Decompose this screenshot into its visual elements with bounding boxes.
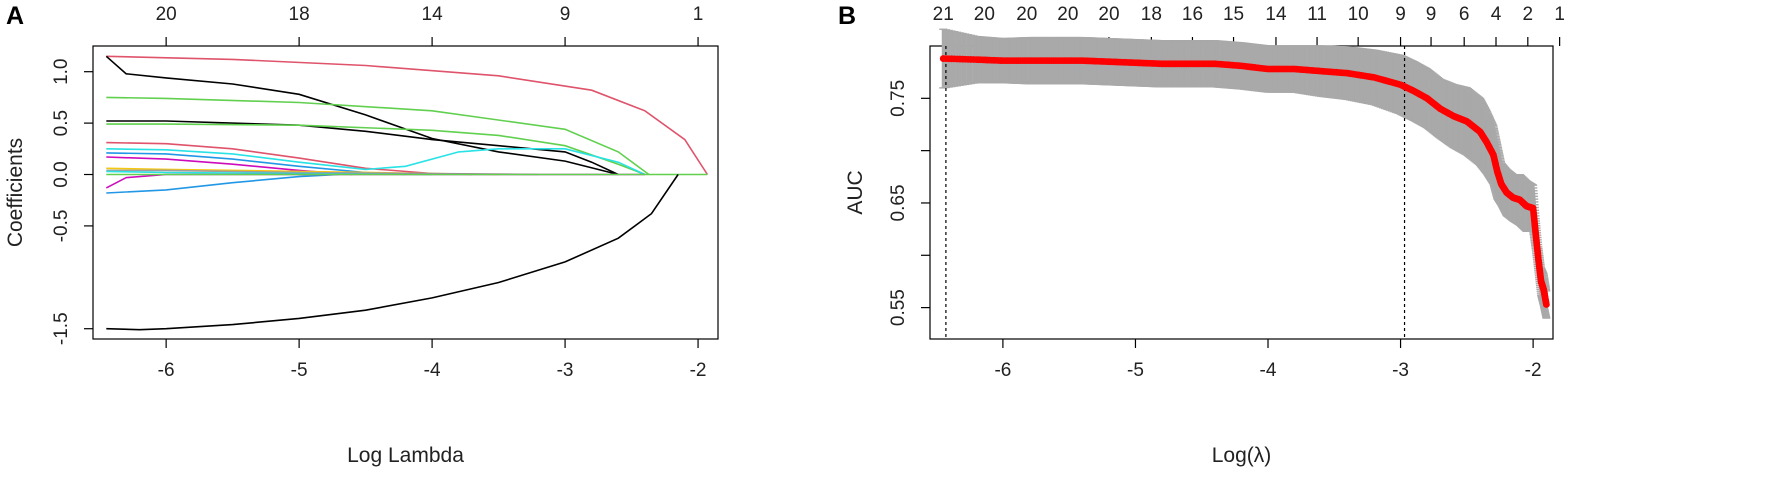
y-tick-label: 0.65: [888, 184, 909, 221]
y-tick-label: 0.0: [51, 161, 72, 187]
top-tick-label: 9: [1426, 4, 1437, 25]
auc-points: [939, 55, 1550, 308]
top-tick-label: 20: [1057, 4, 1078, 25]
coefficient-path-1: [106, 55, 709, 175]
coefficient-path-13: [106, 173, 340, 194]
x-axis-title: Log(λ): [1212, 444, 1272, 467]
top-tick-label: 14: [1265, 4, 1287, 25]
y-axis-title: Coefficients: [4, 138, 27, 247]
top-tick-label: 20: [156, 4, 177, 25]
x-tick-label: -2: [1525, 360, 1542, 381]
coefficient-path-14: [105, 173, 645, 189]
top-tick-label: 11: [1307, 4, 1327, 25]
top-tick-label: 15: [1223, 4, 1244, 25]
panel-label: B: [838, 2, 856, 30]
x-tick-label: -3: [557, 360, 574, 381]
top-tick-label: 6: [1459, 4, 1470, 25]
x-tick-label: -4: [424, 360, 441, 381]
y-tick-label: 1.0: [51, 58, 72, 84]
x-tick-label: -5: [291, 360, 308, 381]
top-tick-label: 14: [422, 4, 444, 25]
coefficient-path-4: [106, 120, 619, 176]
top-tick-label: 10: [1348, 4, 1369, 25]
error-bars: [939, 28, 1551, 319]
x-axis-title: Log Lambda: [347, 444, 464, 467]
top-tick-label: 2: [1523, 4, 1534, 25]
coefficient-path-7: [106, 148, 646, 176]
y-tick-label: -0.5: [51, 210, 72, 243]
coefficient-path-5: [106, 123, 646, 176]
top-tick-label: 18: [1141, 4, 1162, 25]
y-axis-title: AUC: [844, 170, 867, 214]
x-tick-label: -6: [994, 360, 1011, 381]
x-tick-label: -5: [1127, 360, 1144, 381]
x-tick-label: -2: [690, 360, 707, 381]
top-tick-label: 1: [693, 4, 704, 25]
x-tick-label: -4: [1260, 360, 1277, 381]
coefficient-path-2: [105, 55, 619, 176]
y-tick-label: 0.75: [888, 80, 909, 117]
y-tick-label: -1.5: [51, 312, 72, 345]
top-tick-label: 20: [1098, 4, 1119, 25]
top-tick-label: 18: [289, 4, 310, 25]
coefficient-path-panel: A -6 -5 -4 -3 -2 20 18 14 9 1 1.0 0.5 0.0 -0.5 -1.5 Log …: [4, 2, 719, 467]
coefficient-paths: [105, 55, 709, 331]
top-tick-label: 21: [933, 4, 954, 25]
coefficient-path-3: [106, 96, 650, 176]
top-tick-label: 9: [560, 4, 571, 25]
y-tick-label: 0.5: [51, 110, 72, 136]
auc-point: [1542, 301, 1550, 308]
top-tick-label: 20: [974, 4, 995, 25]
plot-frame: [92, 45, 719, 340]
top-tick-label: 9: [1395, 4, 1406, 25]
y-tick-label: 0.55: [888, 289, 909, 326]
top-tick-label: 16: [1182, 4, 1203, 25]
x-tick-label: -6: [158, 360, 175, 381]
top-tick-label: 20: [1016, 4, 1037, 25]
auc-cross-validation-panel: B-6 -5 -4 -3 -221 20 20 20 20 18 16 15 14 11 10 9 9 6 4 2 10…: [838, 2, 1565, 467]
coefficient-path-16: [106, 174, 679, 331]
x-tick-label: -3: [1392, 360, 1409, 381]
top-tick-label: 1: [1554, 4, 1565, 25]
panel-label: A: [6, 2, 24, 30]
top-tick-label: 4: [1491, 4, 1502, 25]
